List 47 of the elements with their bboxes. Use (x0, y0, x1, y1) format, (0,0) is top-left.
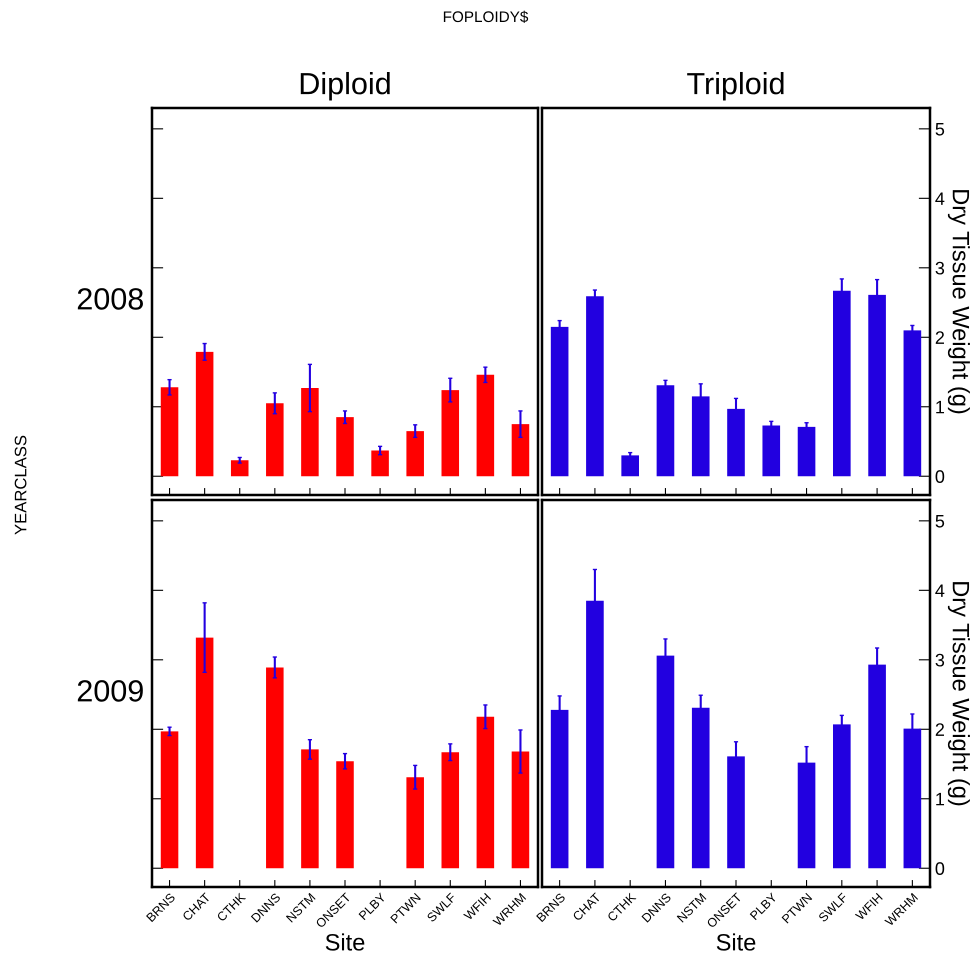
bar (904, 330, 922, 476)
bar (336, 761, 354, 868)
bar (266, 403, 284, 476)
bar (406, 431, 424, 476)
bar (196, 352, 214, 476)
bar (371, 450, 389, 476)
y-tick-label: 0 (936, 470, 944, 483)
y-axis-title: Dry Tissue Weight (g) (948, 190, 970, 414)
bar (656, 385, 674, 476)
y-tick-label: 4 (935, 584, 944, 597)
bar (160, 387, 178, 476)
y-tick-label: 5 (936, 514, 944, 528)
bar (442, 390, 460, 476)
bar (621, 455, 639, 476)
y-tick-label: 3 (936, 654, 944, 667)
bar (301, 388, 319, 476)
bar (336, 417, 354, 476)
bar (762, 426, 780, 476)
text: FOPLOIDY$ (444, 10, 528, 24)
bar (230, 460, 248, 476)
bar (266, 667, 284, 868)
bar (442, 752, 460, 868)
y-tick-label: 2 (936, 723, 944, 736)
chart-title: Diploid (300, 72, 390, 100)
y-tick-label: 0 (936, 862, 944, 875)
bar (160, 731, 178, 868)
y-axis-title: Dry Tissue Weight (g) (948, 582, 970, 806)
chart-title: Triploid (687, 72, 784, 100)
bar (512, 424, 530, 476)
bar (196, 638, 214, 868)
bar (512, 752, 530, 868)
text: 2008 (78, 288, 143, 310)
y-tick-label: 1 (936, 400, 944, 414)
bar (476, 374, 494, 476)
y-tick-label: 5 (936, 122, 944, 136)
bar (798, 426, 816, 476)
y-tick-label: 2 (936, 331, 944, 344)
x-axis-title: Site (716, 933, 756, 951)
x-axis-title: Site (326, 933, 364, 951)
bar (301, 749, 319, 868)
y-tick-label: 1 (936, 792, 944, 806)
y-tick-label: 3 (936, 262, 944, 275)
y-tick-label: 4 (935, 192, 944, 205)
text: YEARCLASS (14, 436, 26, 535)
bar (476, 716, 494, 868)
bar (406, 777, 424, 868)
text: 2009 (78, 680, 143, 702)
